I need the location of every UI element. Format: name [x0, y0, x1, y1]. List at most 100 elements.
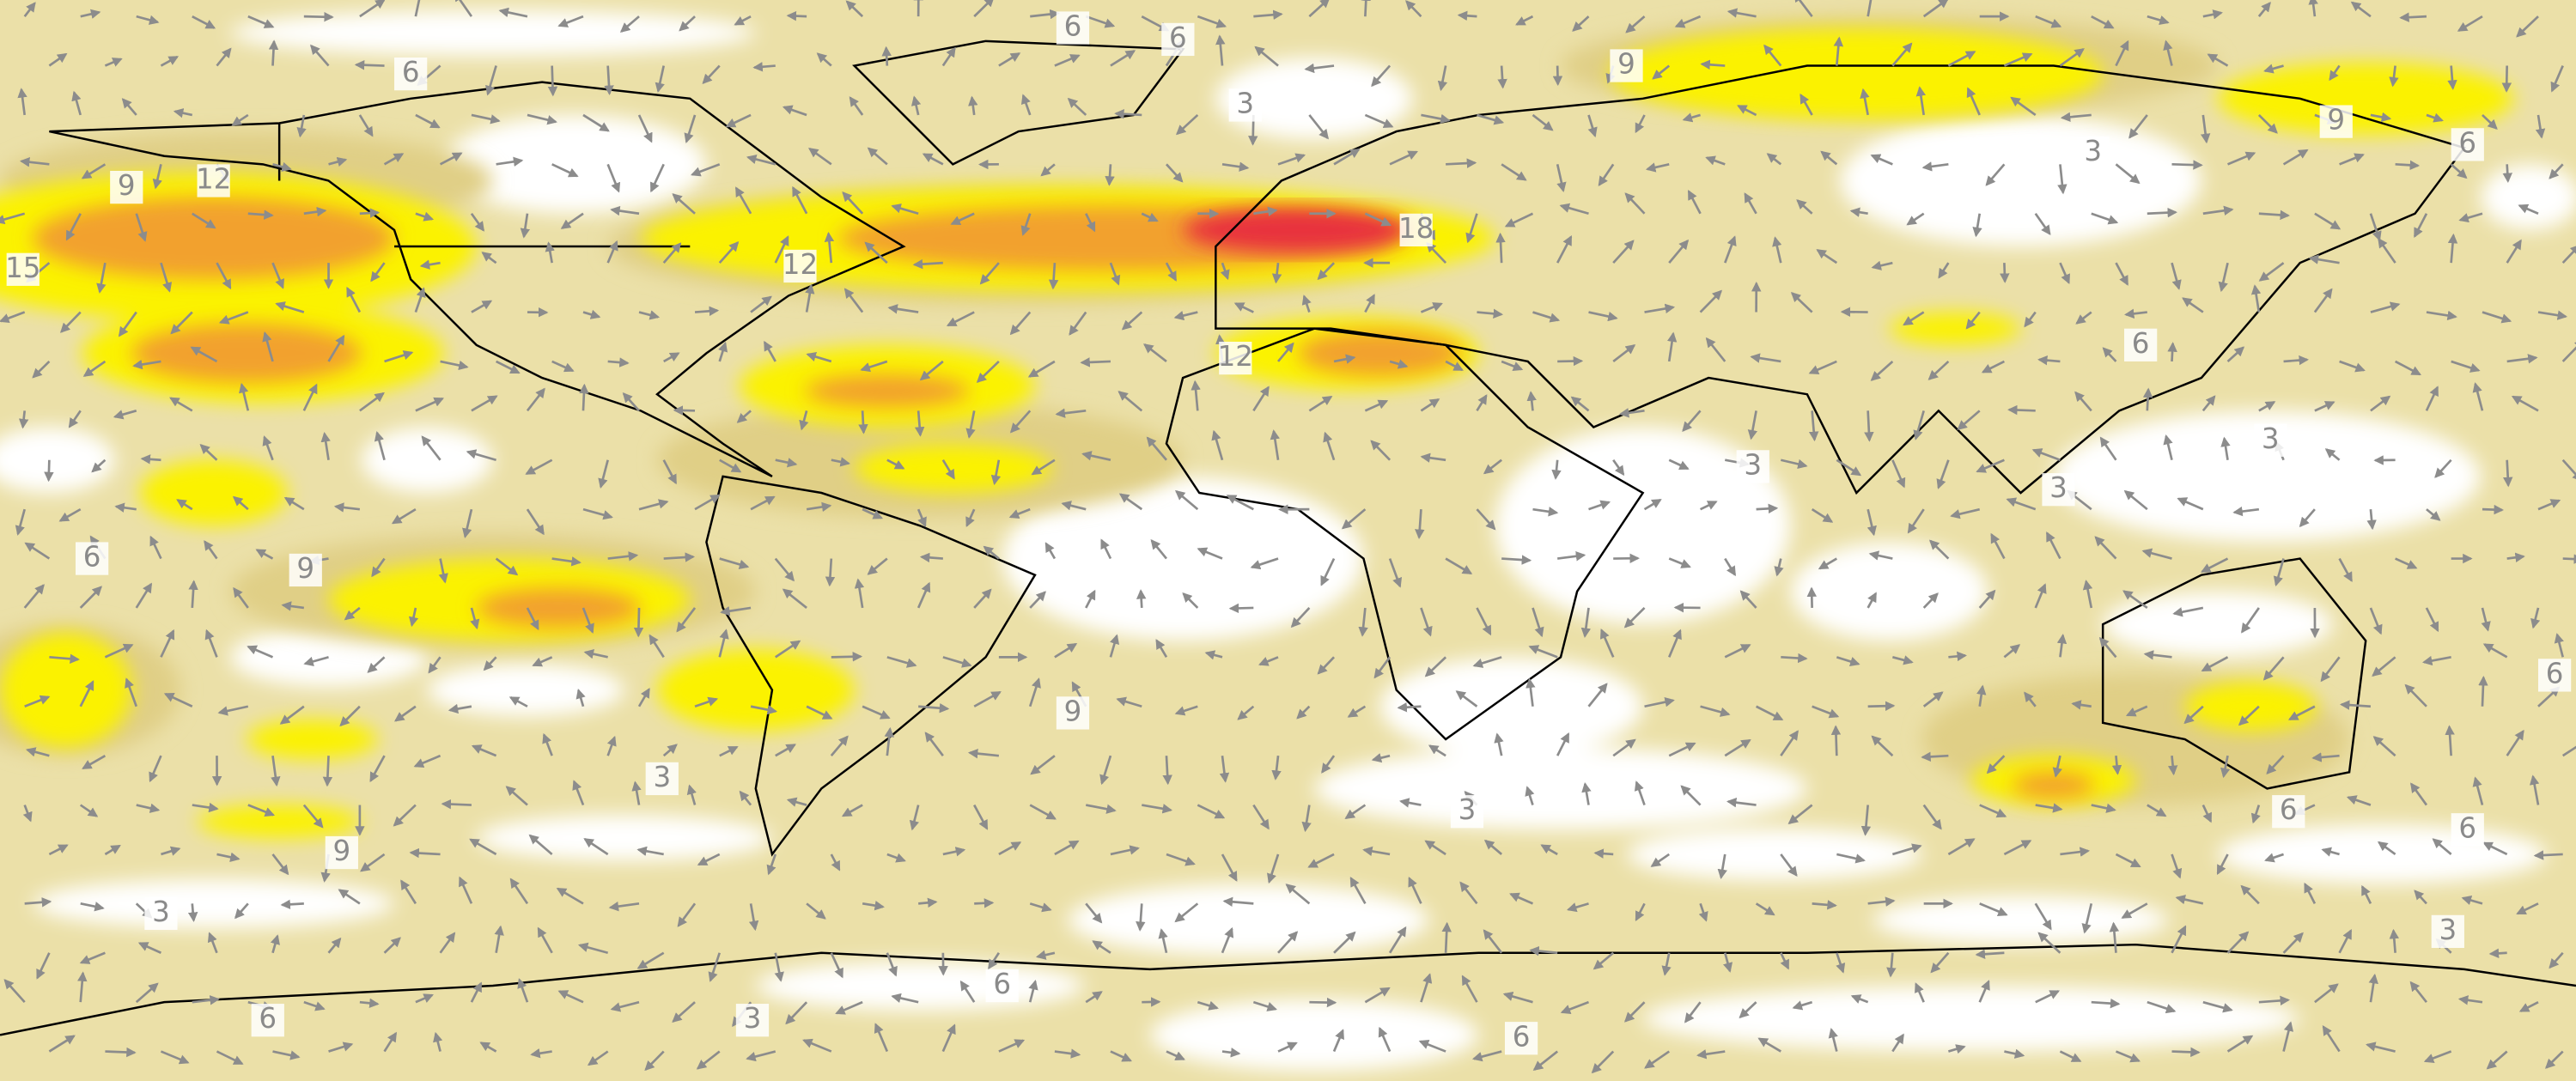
- wind-arrow: [1566, 902, 1589, 913]
- wind-arrow: [2141, 548, 2172, 560]
- wind-arrow: [2410, 782, 2428, 806]
- wind-arrow: [774, 557, 795, 582]
- wind-arrow: [338, 889, 361, 905]
- wind-arrow: [1645, 162, 1670, 173]
- wind-arrow: [1790, 292, 1813, 313]
- wind-arrow: [470, 607, 480, 630]
- wind-arrow: [2098, 636, 2117, 659]
- wind-arrow: [1136, 589, 1147, 609]
- wind-arrow: [2258, 401, 2276, 412]
- wind-arrow: [2182, 297, 2204, 313]
- wind-arrow: [2561, 459, 2576, 482]
- label-box: [394, 57, 428, 91]
- wind-arrow: [1285, 884, 1311, 905]
- wind-arrow: [1922, 691, 1944, 708]
- wind-arrow: [2550, 65, 2564, 93]
- wind-arrow: [1253, 206, 1278, 216]
- wind-arrow: [887, 304, 919, 314]
- wind-arrow: [1146, 436, 1167, 461]
- label-box: [289, 553, 322, 587]
- wind-arrow: [2034, 583, 2047, 609]
- wind-arrow: [2535, 114, 2546, 139]
- wind-arrow: [470, 212, 484, 232]
- wind-arrow: [1581, 781, 1592, 805]
- wind-arrow: [1364, 399, 1389, 412]
- wind-arrow: [0, 212, 26, 225]
- wind-arrow: [663, 352, 680, 363]
- wind-arrow: [415, 993, 434, 1004]
- wind-arrow: [1215, 34, 1226, 66]
- wind-arrow: [1253, 9, 1283, 20]
- wind-arrow: [24, 897, 52, 908]
- wind-arrow: [886, 853, 906, 863]
- wind-arrow: [1921, 751, 1949, 762]
- wind-arrow: [1700, 59, 1726, 70]
- wind-arrow: [2561, 339, 2576, 362]
- wind-arrow: [746, 1050, 776, 1062]
- wind-arrow: [525, 459, 553, 475]
- wind-arrow: [2447, 65, 2457, 90]
- wind-arrow: [140, 454, 161, 465]
- wind-arrow: [2282, 1021, 2294, 1052]
- wind-arrow: [2404, 683, 2427, 708]
- wind-arrow: [2360, 884, 2372, 904]
- wind-arrow: [1668, 239, 1690, 264]
- wind-arrow: [2502, 459, 2513, 488]
- contour-label: 6: [402, 56, 420, 88]
- wind-arrow: [190, 346, 218, 363]
- wind-arrow: [2074, 391, 2092, 412]
- wind-arrow: [598, 459, 609, 489]
- wind-arrow: [163, 692, 193, 708]
- wind-arrow: [2109, 921, 2120, 953]
- wind-arrow: [2226, 931, 2250, 954]
- wind-arrow: [1221, 926, 1234, 954]
- wind-arrow: [359, 998, 380, 1009]
- wind-arrow: [1871, 735, 1894, 757]
- wind-arrow: [1081, 451, 1111, 462]
- wind-arrow: [806, 705, 833, 720]
- wind-arrow: [719, 557, 750, 569]
- wind-arrow: [272, 161, 292, 172]
- wind-arrow: [684, 114, 697, 143]
- wind-arrow: [1471, 1050, 1502, 1062]
- wind-arrow: [1650, 853, 1670, 867]
- wind-arrow: [15, 508, 26, 536]
- wind-arrow: [1228, 603, 1254, 614]
- wind-arrow: [2457, 15, 2483, 32]
- wind-arrow: [1054, 840, 1080, 856]
- wind-arrow: [2482, 504, 2505, 515]
- wind-arrow: [114, 502, 137, 513]
- wind-arrow: [867, 147, 888, 166]
- wind-arrow: [2472, 776, 2484, 805]
- wind-arrow: [1975, 949, 2005, 959]
- contour-label: 3: [744, 1002, 762, 1035]
- wind-arrow: [104, 844, 121, 856]
- contour-label: 3: [2084, 135, 2102, 167]
- wind-arrow: [1667, 629, 1682, 658]
- wind-arrow: [2338, 929, 2353, 954]
- wind-arrow: [1981, 360, 2006, 373]
- wind-arrow: [1027, 360, 1056, 378]
- contour-label: 9: [296, 552, 314, 585]
- wind-arrow: [2207, 53, 2229, 67]
- wind-arrow: [79, 586, 102, 609]
- wind-arrow: [1320, 557, 1336, 586]
- contour-label: 6: [2546, 657, 2564, 689]
- wind-arrow: [1175, 113, 1199, 136]
- wind-arrow: [673, 405, 696, 416]
- wind-arrow: [748, 903, 759, 932]
- wind-arrow: [1105, 164, 1115, 186]
- wind-arrow: [216, 262, 232, 290]
- wind-arrow: [2091, 212, 2119, 225]
- wind-arrow: [1428, 744, 1446, 757]
- wind-arrow: [2000, 263, 2010, 283]
- wind-arrow: [1526, 391, 1537, 411]
- wind-arrow: [686, 784, 697, 805]
- wind-arrow: [1277, 931, 1299, 954]
- wind-arrow: [1860, 88, 1870, 116]
- wind-arrow: [1388, 558, 1403, 588]
- wind-arrow: [1588, 500, 1611, 511]
- wind-arrow: [2037, 932, 2061, 954]
- wind-arrow: [494, 925, 504, 953]
- wind-arrow: [1792, 1000, 1813, 1011]
